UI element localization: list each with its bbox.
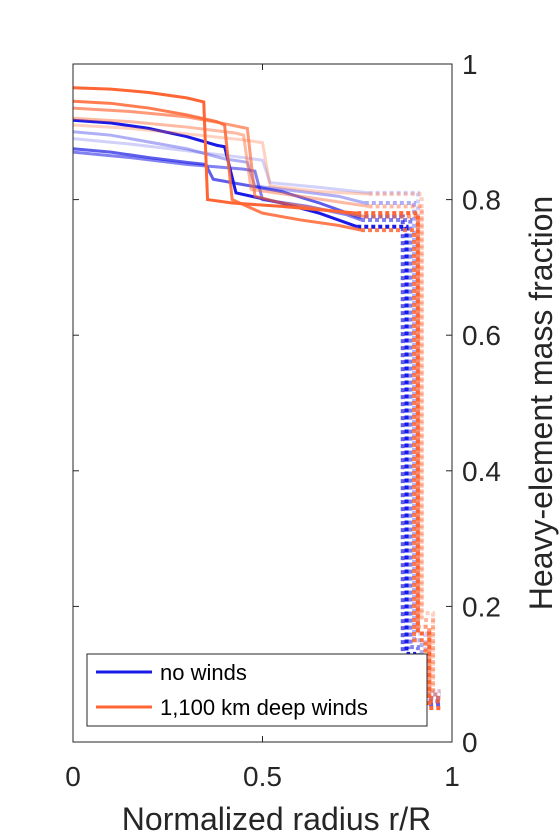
series-9-dotted-line (368, 192, 441, 694)
y-tick-label: 0.4 (462, 456, 501, 487)
x-tick-label: 1 (444, 761, 460, 792)
tick-layer: 00.20.40.60.810 0.5 1 (65, 49, 501, 792)
y-tick-label: 0.2 (462, 591, 501, 622)
series-5-dotted-line (357, 211, 441, 711)
y-axis-label: Heavy-element mass fraction (523, 196, 559, 610)
x-tick-label: 0.5 (243, 761, 282, 792)
y-tick-label: 0.6 (462, 320, 501, 351)
legend: no winds 1,100 km deep winds (86, 653, 428, 727)
x-tick-label: 0 (65, 761, 81, 792)
series-7-solid-line (72, 106, 366, 219)
series-5-solid-line (72, 86, 358, 215)
legend-label-deep-winds: 1,100 km deep winds (160, 695, 368, 720)
x-axis-label: Normalized radius r/R (122, 801, 431, 837)
series-8-dotted-line (368, 204, 441, 697)
y-tick-label: 0 (462, 727, 478, 758)
series-9-solid-line (72, 123, 369, 196)
plot-frame (72, 63, 453, 743)
legend-box (86, 653, 428, 727)
series-3-solid-line (72, 130, 366, 205)
legend-label-no-winds: no winds (160, 660, 247, 685)
y-tick-label: 0.8 (462, 185, 501, 216)
series-layer (72, 86, 441, 711)
series-4-solid-line (72, 137, 369, 195)
series-3-dotted-line (364, 200, 441, 697)
series-8-solid-line (72, 116, 369, 208)
series-7-dotted-line (364, 214, 441, 700)
series-4-dotted-line (368, 190, 441, 694)
y-tick-label: 1 (462, 49, 478, 80)
series-6-dotted-line (361, 228, 441, 704)
